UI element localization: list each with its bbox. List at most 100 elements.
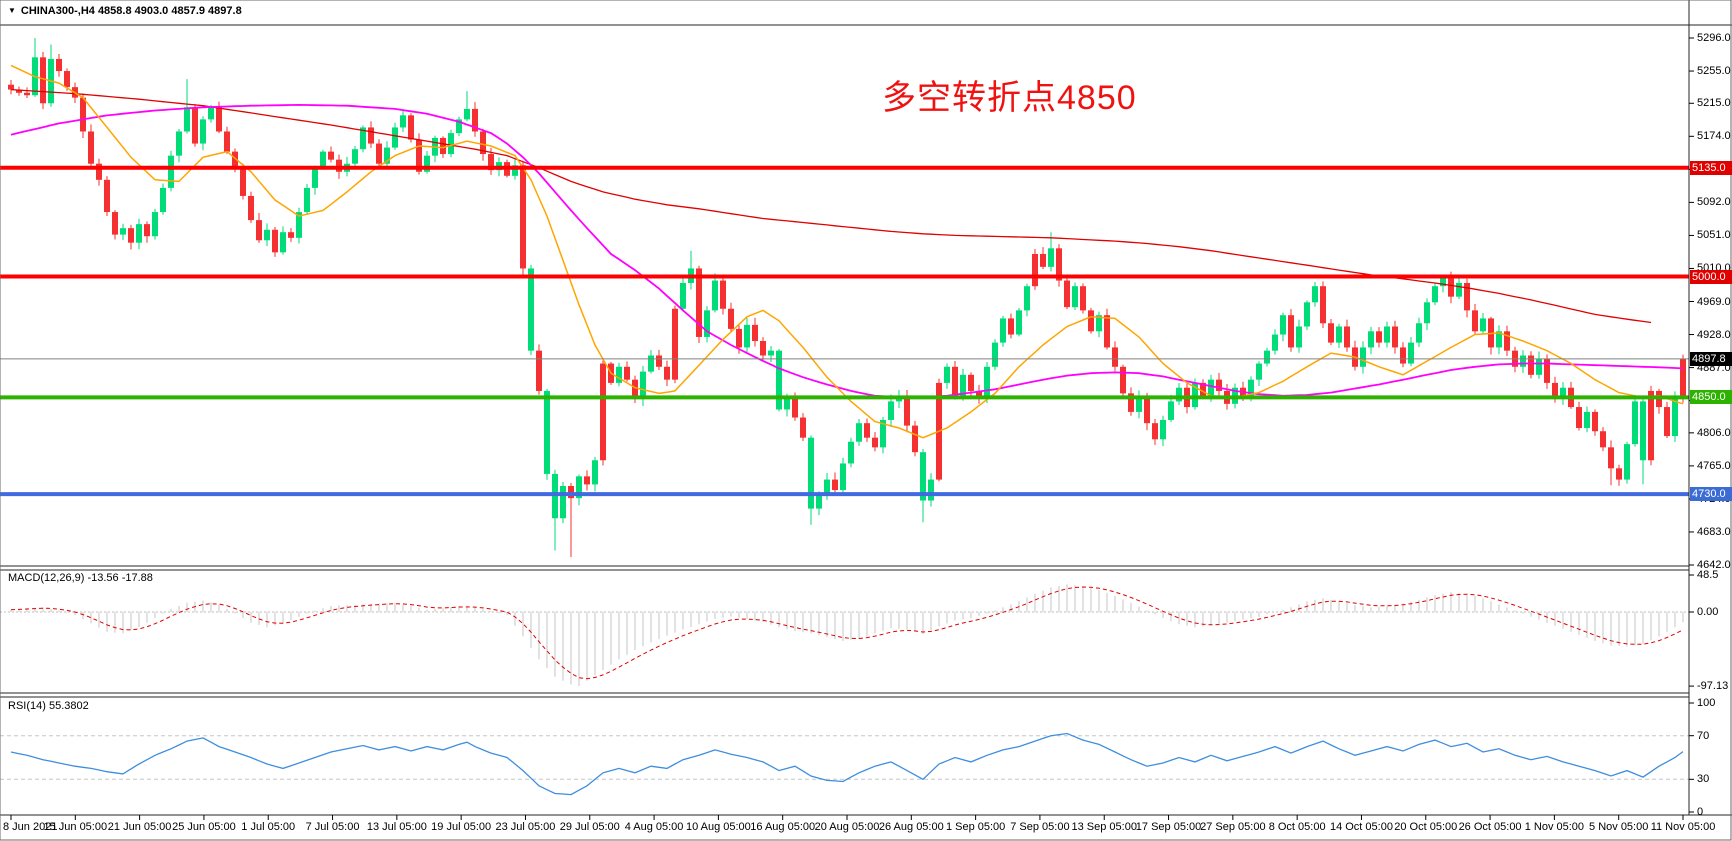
candle[interactable] — [680, 282, 686, 309]
candle[interactable] — [944, 366, 950, 383]
candle[interactable] — [1552, 382, 1558, 400]
candle[interactable] — [440, 137, 446, 155]
dropdown-icon[interactable]: ▼ — [8, 6, 16, 15]
candle[interactable] — [520, 165, 526, 269]
candle[interactable] — [1432, 286, 1438, 303]
candle[interactable] — [288, 232, 294, 238]
candle[interactable] — [576, 476, 582, 499]
candle[interactable] — [1528, 355, 1534, 375]
candle[interactable] — [208, 107, 214, 120]
candle[interactable] — [512, 165, 518, 176]
candle[interactable] — [904, 395, 910, 426]
candle[interactable] — [1328, 323, 1334, 343]
candle[interactable] — [784, 399, 790, 410]
candle[interactable] — [1216, 379, 1222, 391]
candle[interactable] — [1168, 401, 1174, 420]
candle[interactable] — [96, 163, 102, 180]
candle[interactable] — [1160, 419, 1166, 440]
candle[interactable] — [112, 212, 118, 235]
candle[interactable] — [752, 324, 758, 341]
candle[interactable] — [1376, 331, 1382, 343]
candle[interactable] — [80, 97, 86, 132]
candle[interactable] — [1472, 310, 1478, 332]
candle[interactable] — [1032, 253, 1038, 287]
candle[interactable] — [392, 127, 398, 148]
candle[interactable] — [672, 308, 678, 380]
candle[interactable] — [464, 108, 470, 120]
candle[interactable] — [1416, 323, 1422, 343]
candle[interactable] — [920, 452, 926, 501]
candle[interactable] — [888, 401, 894, 420]
candle[interactable] — [304, 187, 310, 213]
candle[interactable] — [624, 366, 630, 380]
candle[interactable] — [640, 371, 646, 400]
candle[interactable] — [144, 224, 150, 237]
candle[interactable] — [1664, 407, 1670, 437]
candle[interactable] — [1040, 253, 1046, 267]
candle[interactable] — [1320, 286, 1326, 324]
candle[interactable] — [880, 419, 886, 448]
candle[interactable] — [1592, 411, 1598, 432]
candle[interactable] — [840, 463, 846, 491]
candle[interactable] — [1336, 326, 1342, 343]
candle[interactable] — [1024, 286, 1030, 311]
candle[interactable] — [192, 107, 198, 144]
candle[interactable] — [768, 350, 774, 356]
candle[interactable] — [1176, 387, 1182, 402]
candle[interactable] — [1368, 331, 1374, 348]
candle[interactable] — [40, 57, 46, 104]
main-panel[interactable] — [8, 38, 1686, 557]
candle[interactable] — [424, 155, 430, 172]
candle[interactable] — [968, 374, 974, 391]
candle[interactable] — [1544, 358, 1550, 383]
candle[interactable] — [1016, 310, 1022, 335]
candle[interactable] — [1496, 331, 1502, 348]
candle[interactable] — [176, 131, 182, 156]
candle[interactable] — [1120, 366, 1126, 394]
candle[interactable] — [856, 423, 862, 442]
candle[interactable] — [24, 92, 30, 96]
candle[interactable] — [168, 155, 174, 188]
candle[interactable] — [568, 486, 574, 499]
candle[interactable] — [712, 280, 718, 311]
candle[interactable] — [360, 127, 366, 150]
candle[interactable] — [264, 229, 270, 241]
candle[interactable] — [1288, 315, 1294, 348]
candle[interactable] — [952, 366, 958, 396]
candle[interactable] — [696, 268, 702, 337]
candle[interactable] — [1480, 318, 1486, 332]
candle[interactable] — [1408, 342, 1414, 364]
candle[interactable] — [368, 127, 374, 144]
candle[interactable] — [1504, 331, 1510, 351]
candle[interactable] — [352, 149, 358, 164]
candle[interactable] — [1000, 318, 1006, 343]
candle[interactable] — [312, 167, 318, 188]
candle[interactable] — [560, 486, 566, 519]
candle[interactable] — [1424, 302, 1430, 324]
candle[interactable] — [400, 115, 406, 128]
candle[interactable] — [632, 379, 638, 400]
candle[interactable] — [320, 151, 326, 168]
candle[interactable] — [1208, 379, 1214, 396]
candle[interactable] — [256, 220, 262, 241]
candle[interactable] — [928, 479, 934, 501]
candle[interactable] — [248, 195, 254, 221]
candle[interactable] — [1192, 382, 1198, 408]
candle[interactable] — [104, 179, 110, 213]
candle[interactable] — [1560, 387, 1566, 400]
candle[interactable] — [912, 425, 918, 453]
candle[interactable] — [1272, 334, 1278, 351]
candle[interactable] — [1248, 379, 1254, 400]
candle[interactable] — [1312, 286, 1318, 303]
candle[interactable] — [272, 229, 278, 253]
candle[interactable] — [200, 119, 206, 144]
candle[interactable] — [648, 355, 654, 372]
candle[interactable] — [1536, 358, 1542, 375]
candle[interactable] — [656, 355, 662, 367]
candle[interactable] — [1136, 395, 1142, 412]
candle[interactable] — [776, 350, 782, 410]
candle[interactable] — [1672, 395, 1678, 437]
candle[interactable] — [408, 115, 414, 140]
candle[interactable] — [152, 212, 158, 237]
